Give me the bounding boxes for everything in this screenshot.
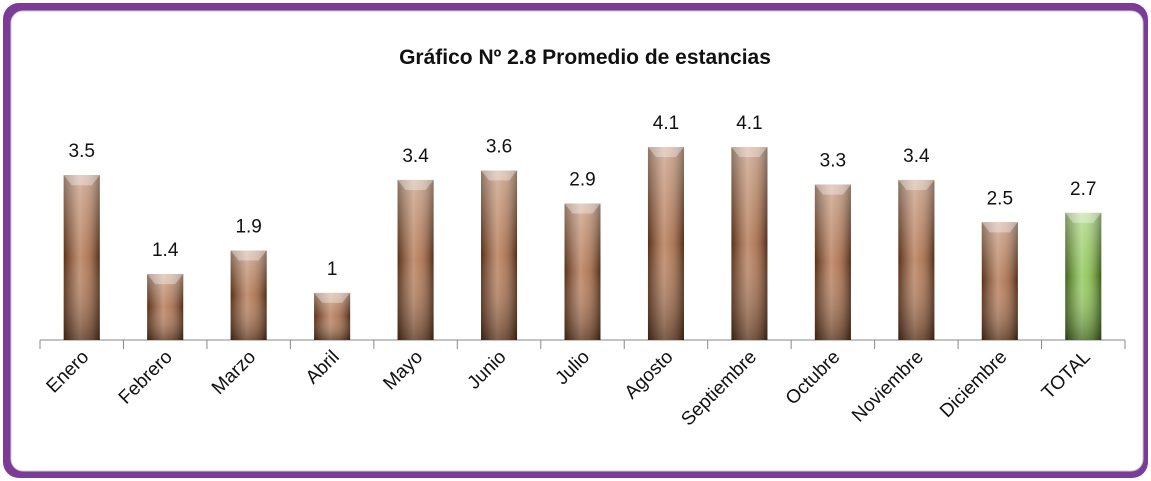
bar-shade [814, 184, 851, 340]
bar-shade [397, 179, 434, 340]
bar-cap [314, 292, 351, 303]
value-label: 3.3 [820, 151, 846, 172]
value-label: 2.5 [987, 188, 1013, 209]
bar-shade [647, 147, 684, 340]
bar-cap [898, 179, 935, 190]
bar-shade [147, 274, 184, 340]
value-label: 3.4 [903, 146, 930, 167]
bar-cap [147, 274, 184, 285]
value-label: 4.1 [736, 113, 762, 134]
bar-cap [647, 147, 684, 157]
bar-cap [731, 147, 768, 157]
value-label: 1.9 [235, 217, 261, 238]
bar-shade [314, 292, 351, 340]
bar-shade [1065, 212, 1102, 340]
value-label: 1 [327, 259, 338, 280]
bar-shade [481, 170, 518, 340]
value-label: 4.1 [653, 113, 679, 134]
bar-shade [898, 179, 935, 340]
value-label: 1.4 [152, 240, 179, 261]
value-label: 3.6 [486, 137, 512, 158]
value-label: 2.7 [1070, 179, 1096, 200]
bar-shade [63, 175, 100, 340]
bar-shade [230, 250, 267, 340]
bar-cap [814, 184, 851, 195]
chart-title: Gráfico Nº 2.8 Promedio de estancias [399, 46, 771, 69]
bar-shade [981, 222, 1018, 340]
bar-cap [981, 222, 1018, 233]
bar-shade [564, 203, 601, 340]
bar-cap [63, 175, 100, 186]
value-label: 3.4 [402, 146, 429, 167]
bar-cap [230, 250, 267, 261]
bar-shade [731, 147, 768, 340]
bar-cap [1065, 212, 1102, 223]
value-label: 3.5 [69, 141, 95, 162]
bar-cap [481, 170, 518, 181]
bar-cap [564, 203, 601, 214]
value-label: 2.9 [569, 169, 595, 190]
bar-cap [397, 179, 434, 190]
